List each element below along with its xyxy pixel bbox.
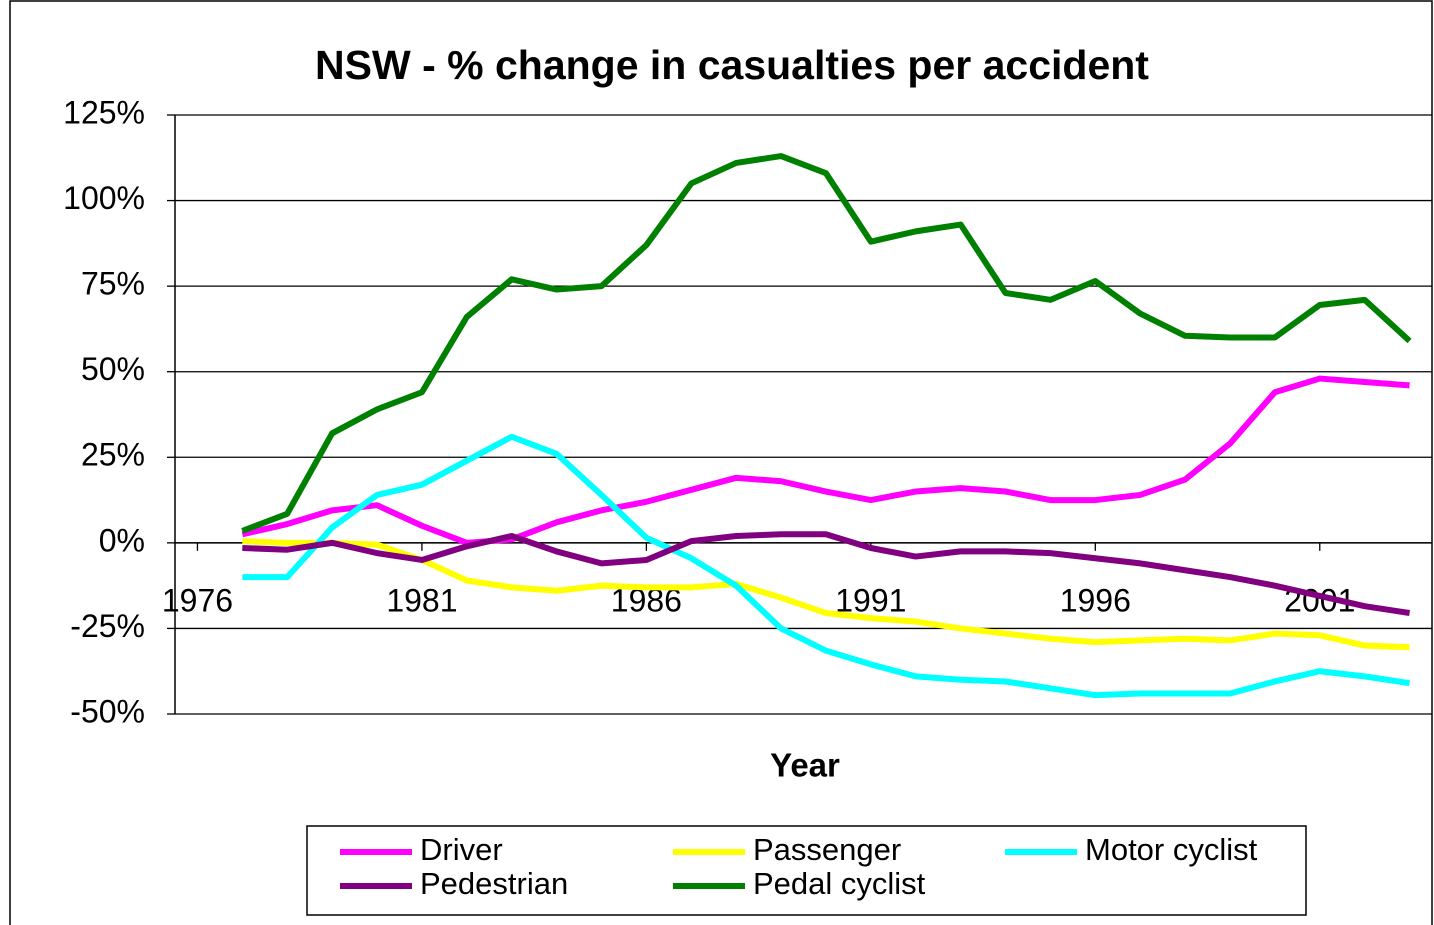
chart-title: NSW - % change in casualties per acciden… (315, 42, 1149, 88)
y-tick-label: 125% (63, 94, 145, 130)
series-line (241, 153, 1412, 534)
x-axis-title: Year (770, 747, 840, 784)
legend-label: Driver (420, 832, 503, 867)
y-tick-label: 100% (63, 180, 145, 216)
legend-label: Pedestrian (420, 866, 568, 901)
y-tick-label: -25% (70, 608, 145, 644)
y-tick-label: 25% (81, 437, 145, 473)
legend-label: Motor cyclist (1085, 832, 1258, 867)
legend-label: Pedal cyclist (753, 866, 926, 901)
series-line (242, 433, 1411, 699)
legend (306, 825, 1307, 916)
series-line (242, 531, 1411, 616)
legend-label: Passenger (753, 832, 901, 867)
y-tick-label: 0% (99, 522, 145, 558)
x-tick-label: 1996 (1060, 582, 1131, 618)
chart-frame (9, 0, 1433, 925)
y-tick-label: 75% (81, 266, 145, 302)
x-tick-label: 1976 (162, 582, 233, 618)
y-tick-label: -50% (70, 693, 145, 729)
y-tick-label: 50% (81, 351, 145, 387)
series-line (241, 375, 1410, 546)
x-tick-label: 1981 (386, 582, 457, 618)
series-line (242, 538, 1410, 651)
